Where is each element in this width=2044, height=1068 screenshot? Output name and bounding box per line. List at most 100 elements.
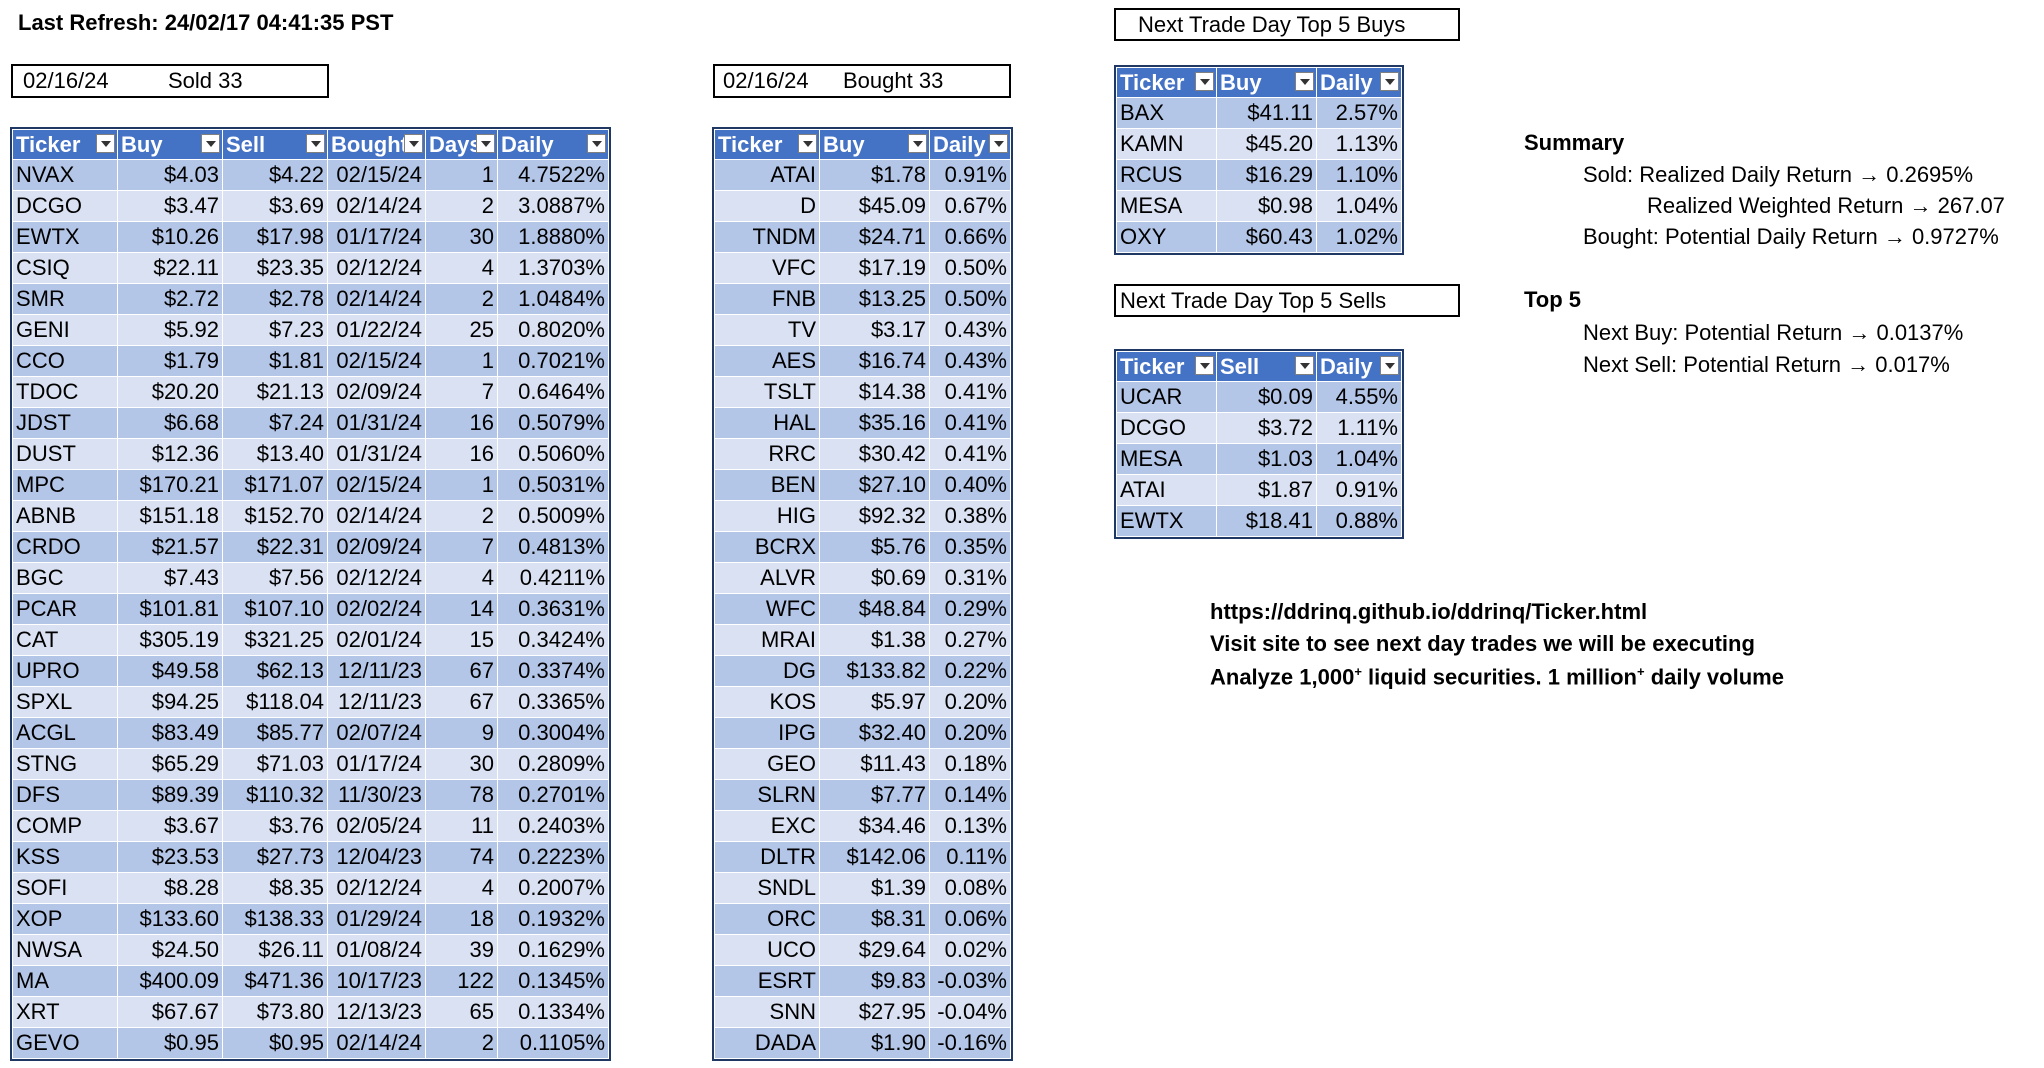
sold-table-cell: 0.1105% — [497, 1027, 609, 1059]
bought-table-cell: 0.43% — [929, 314, 1011, 346]
sold-table-cell: 12/04/23 — [327, 841, 426, 873]
bought-table-header-label: Ticker — [718, 131, 783, 157]
sold-date: 02/16/24 — [23, 68, 109, 93]
analyze-part-2: liquid securities. 1 million — [1361, 664, 1637, 690]
filter-dropdown-icon[interactable] — [1195, 356, 1214, 375]
sold-table-cell: $94.25 — [117, 686, 223, 718]
bought-table-cell: HIG — [714, 500, 820, 532]
filter-dropdown-icon[interactable] — [201, 134, 220, 153]
analyze-part-3: daily volume — [1644, 664, 1784, 690]
last-refresh-label: Last Refresh: 24/02/17 04:41:35 PST — [18, 10, 394, 35]
sold-table-cell: $1.79 — [117, 345, 223, 377]
top-buys-cell: OXY — [1116, 221, 1217, 253]
sold-table-row: CSIQ $22.11 $23.35 02/12/24 4 1.3703% — [12, 252, 609, 284]
bought-table-cell: $13.25 — [819, 283, 930, 315]
top-buys-cell: 1.10% — [1316, 159, 1402, 191]
analyze-note: Analyze 1,000+ liquid securities. 1 mill… — [1210, 664, 1784, 690]
top-buys-row: MESA $0.98 1.04% — [1116, 190, 1402, 222]
bought-table-cell: $27.95 — [819, 996, 930, 1028]
bought-table-cell: 0.38% — [929, 500, 1011, 532]
sold-table-cell: $118.04 — [222, 686, 328, 718]
bought-table-cell: TV — [714, 314, 820, 346]
sold-table-cell: $8.35 — [222, 872, 328, 904]
summary-heading: Summary — [1524, 130, 1625, 155]
bought-table-cell: DLTR — [714, 841, 820, 873]
bought-table-row: BCRX $5.76 0.35% — [714, 531, 1011, 563]
sold-table-cell: 1 — [425, 469, 498, 501]
bought-table-cell: $1.78 — [819, 159, 930, 191]
bought-table-row: D $45.09 0.67% — [714, 190, 1011, 222]
sold-table-row: DUST $12.36 $13.40 01/31/24 16 0.5060% — [12, 438, 609, 470]
sold-table-row: DCGO $3.47 $3.69 02/14/24 2 3.0887% — [12, 190, 609, 222]
sold-table-cell: $400.09 — [117, 965, 223, 997]
top-buys-row: KAMN $45.20 1.13% — [1116, 128, 1402, 160]
sold-table-cell: CSIQ — [12, 252, 118, 284]
sold-table-row: NWSA $24.50 $26.11 01/08/24 39 0.1629% — [12, 934, 609, 966]
sold-table-cell: CAT — [12, 624, 118, 656]
bought-table-cell: -0.04% — [929, 996, 1011, 1028]
top-sells-row: ATAI $1.87 0.91% — [1116, 474, 1402, 506]
filter-dropdown-icon[interactable] — [908, 134, 927, 153]
sold-table-cell: $7.23 — [222, 314, 328, 346]
sold-table-row: XRT $67.67 $73.80 12/13/23 65 0.1334% — [12, 996, 609, 1028]
bought-table-row: EXC $34.46 0.13% — [714, 810, 1011, 842]
sold-table-header-label: Daily — [501, 131, 554, 157]
bought-table-cell: $1.90 — [819, 1027, 930, 1059]
filter-dropdown-icon[interactable] — [1295, 72, 1314, 91]
filter-dropdown-icon[interactable] — [1380, 72, 1399, 91]
sold-table-cell: $152.70 — [222, 500, 328, 532]
bought-table-cell: 0.41% — [929, 376, 1011, 408]
sold-table-cell: 01/17/24 — [327, 221, 426, 253]
filter-dropdown-icon[interactable] — [587, 134, 606, 153]
bought-table-cell: $16.74 — [819, 345, 930, 377]
bought-table-row: IPG $32.40 0.20% — [714, 717, 1011, 749]
bought-table-row: DG $133.82 0.22% — [714, 655, 1011, 687]
bought-table-row: HIG $92.32 0.38% — [714, 500, 1011, 532]
sold-table-row: SMR $2.72 $2.78 02/14/24 2 1.0484% — [12, 283, 609, 315]
sold-table-cell: 18 — [425, 903, 498, 935]
next-sells-title: Next Trade Day Top 5 Sells — [1114, 284, 1460, 317]
sold-table-cell: 39 — [425, 934, 498, 966]
filter-dropdown-icon[interactable] — [989, 134, 1008, 153]
sold-table-cell: $83.49 — [117, 717, 223, 749]
sold-table-cell: 11 — [425, 810, 498, 842]
filter-dropdown-icon[interactable] — [798, 134, 817, 153]
bought-table-cell: $27.10 — [819, 469, 930, 501]
sold-table-cell: 02/14/24 — [327, 283, 426, 315]
bought-table-row: ALVR $0.69 0.31% — [714, 562, 1011, 594]
sold-table-row: CRDO $21.57 $22.31 02/09/24 7 0.4813% — [12, 531, 609, 563]
bought-table-cell: BCRX — [714, 531, 820, 563]
bought-table-cell: SNDL — [714, 872, 820, 904]
bought-table-row: GEO $11.43 0.18% — [714, 748, 1011, 780]
sold-table-row: MA $400.09 $471.36 10/17/23 122 0.1345% — [12, 965, 609, 997]
top-buys-cell: $60.43 — [1216, 221, 1317, 253]
top-sells-header-sell: Sell — [1216, 351, 1317, 382]
top-buys-header: Ticker Buy Daily — [1116, 67, 1402, 98]
sold-table-header-label: Ticker — [16, 131, 81, 157]
bought-table-row: BEN $27.10 0.40% — [714, 469, 1011, 501]
filter-dropdown-icon[interactable] — [1295, 356, 1314, 375]
sold-table-header-days: Days — [425, 129, 498, 160]
site-link[interactable]: https://ddrinq.github.io/ddrinq/Ticker.h… — [1210, 599, 1648, 624]
bought-table-cell: $142.06 — [819, 841, 930, 873]
filter-dropdown-icon[interactable] — [476, 134, 495, 153]
bought-table-cell: TNDM — [714, 221, 820, 253]
sold-table-cell: 0.2701% — [497, 779, 609, 811]
filter-dropdown-icon[interactable] — [404, 134, 423, 153]
sold-table-cell: 0.3004% — [497, 717, 609, 749]
bought-table-cell: GEO — [714, 748, 820, 780]
filter-dropdown-icon[interactable] — [306, 134, 325, 153]
sold-table-cell: 0.1629% — [497, 934, 609, 966]
bought-table-cell: 0.35% — [929, 531, 1011, 563]
bought-table-row: TV $3.17 0.43% — [714, 314, 1011, 346]
sold-table-cell: 0.5079% — [497, 407, 609, 439]
bought-table-cell: DADA — [714, 1027, 820, 1059]
sold-table-cell: MA — [12, 965, 118, 997]
bought-table-cell: ESRT — [714, 965, 820, 997]
sold-table-cell: 02/09/24 — [327, 531, 426, 563]
filter-dropdown-icon[interactable] — [1195, 72, 1214, 91]
filter-dropdown-icon[interactable] — [96, 134, 115, 153]
filter-dropdown-icon[interactable] — [1380, 356, 1399, 375]
top-buys-header-ticker: Ticker — [1116, 67, 1217, 98]
bought-table-row: ORC $8.31 0.06% — [714, 903, 1011, 935]
